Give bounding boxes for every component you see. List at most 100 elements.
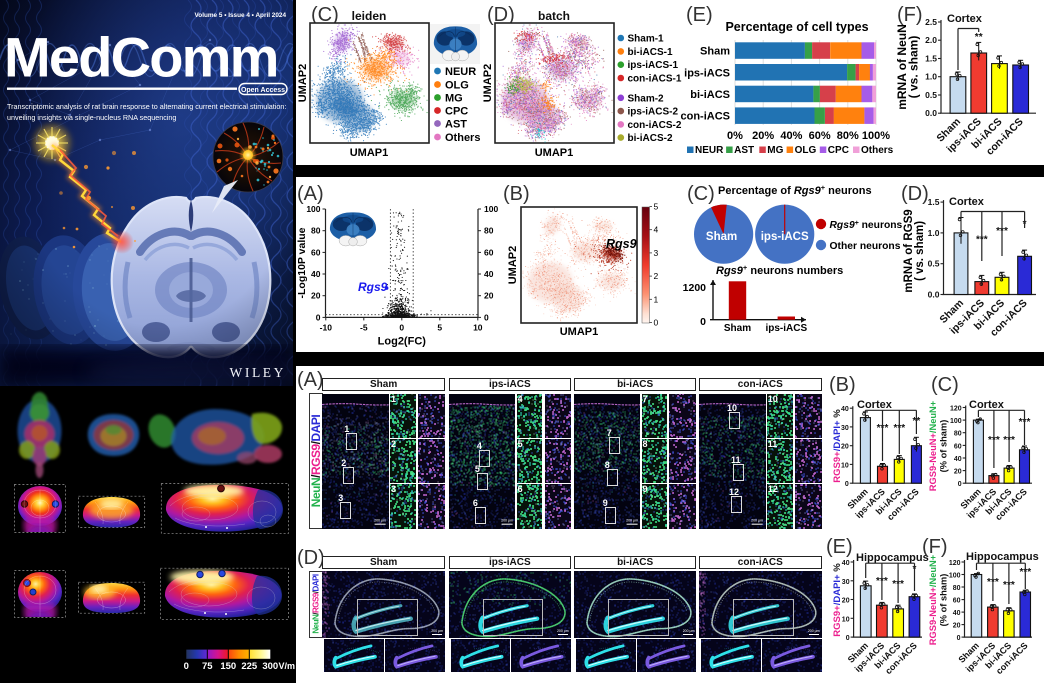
svg-text:40: 40 — [311, 269, 321, 279]
svg-text:Sham-1: Sham-1 — [628, 34, 665, 45]
svg-text:1.5: 1.5 — [928, 197, 940, 207]
svg-text:mRNA of RGS9: mRNA of RGS9 — [903, 209, 915, 292]
svg-text:60%: 60% — [809, 130, 831, 142]
svg-text:0%: 0% — [727, 130, 743, 142]
svg-text:OLG: OLG — [795, 145, 817, 156]
svg-text:(% of sham): (% of sham) — [939, 574, 949, 627]
svg-text:(E): (E) — [826, 536, 853, 558]
svg-text:OLG: OLG — [445, 79, 469, 91]
svg-text:( vs. sham): ( vs. sham) — [914, 221, 926, 281]
svg-text:(% of sham): (% of sham) — [939, 420, 949, 473]
svg-text:150: 150 — [220, 661, 236, 672]
svg-text:WILEY: WILEY — [230, 365, 286, 380]
svg-text:Others: Others — [445, 132, 480, 144]
svg-text:NEUR: NEUR — [445, 66, 476, 78]
svg-text:20: 20 — [484, 291, 494, 301]
svg-text:225: 225 — [241, 661, 258, 672]
svg-text:(C): (C) — [687, 183, 715, 205]
svg-text:Hippocampus: Hippocampus — [856, 552, 929, 564]
svg-text:UMAP1: UMAP1 — [350, 147, 389, 159]
svg-text:ips-iACS: ips-iACS — [684, 67, 730, 79]
svg-text:MG: MG — [767, 145, 783, 156]
svg-text:0: 0 — [700, 316, 706, 328]
svg-text:batch: batch — [538, 9, 570, 23]
svg-text:Percentage of cell types: Percentage of cell types — [725, 20, 868, 34]
svg-text:2.5: 2.5 — [925, 17, 937, 27]
svg-text:20: 20 — [842, 598, 850, 605]
svg-text:MG: MG — [445, 92, 463, 104]
svg-text:V/m: V/m — [279, 661, 296, 671]
svg-text:100: 100 — [950, 418, 962, 425]
svg-text:MedComm: MedComm — [4, 26, 278, 89]
svg-text:10: 10 — [473, 322, 483, 332]
svg-text:40: 40 — [484, 269, 494, 279]
svg-text:Volume 5 • Issue 4 • April 202: Volume 5 • Issue 4 • April 2024 — [195, 12, 287, 19]
svg-text:5: 5 — [437, 322, 442, 332]
svg-text:**: ** — [975, 32, 983, 43]
svg-text:(B): (B) — [829, 374, 856, 396]
svg-text:UMAP1: UMAP1 — [560, 326, 599, 338]
svg-text:CPC: CPC — [445, 105, 468, 117]
svg-text:0.5: 0.5 — [928, 259, 940, 269]
svg-text:ips-iACS-1: ips-iACS-1 — [628, 60, 679, 71]
svg-text:(B): (B) — [503, 183, 530, 205]
svg-text:-10: -10 — [320, 322, 333, 332]
svg-text:40: 40 — [954, 456, 962, 463]
svg-text:Transcriptomic analysis of rat: Transcriptomic analysis of rat brain res… — [7, 102, 286, 111]
svg-text:leiden: leiden — [352, 9, 387, 23]
svg-text:RGS9+/DAPI+ %: RGS9+/DAPI+ % — [832, 409, 843, 483]
svg-text:1.5: 1.5 — [925, 54, 937, 64]
svg-text:con-iACS-1: con-iACS-1 — [628, 74, 682, 85]
svg-text:Rgs9: Rgs9 — [606, 237, 637, 251]
svg-text:0: 0 — [845, 481, 849, 488]
svg-text:0: 0 — [184, 661, 189, 672]
svg-text:40%: 40% — [780, 130, 802, 142]
svg-text:0.0: 0.0 — [925, 108, 937, 118]
svg-text:4: 4 — [654, 225, 659, 235]
svg-text:(A): (A) — [297, 183, 324, 205]
svg-text:Other neurons: Other neurons — [830, 241, 901, 252]
svg-text:UMAP1: UMAP1 — [535, 147, 574, 159]
svg-text:UMAP2: UMAP2 — [507, 246, 519, 285]
svg-text:0: 0 — [316, 312, 321, 322]
svg-text:bi-iACS: bi-iACS — [690, 89, 730, 101]
svg-text:200 μm: 200 μm — [501, 519, 513, 523]
svg-text:80%: 80% — [837, 130, 859, 142]
svg-text:120: 120 — [950, 406, 962, 413]
svg-text:300: 300 — [262, 661, 278, 672]
svg-text:0: 0 — [958, 481, 962, 488]
svg-text:100: 100 — [949, 573, 961, 580]
svg-text:RGS9-NeuN+/NeuN+: RGS9-NeuN+/NeuN+ — [928, 554, 938, 645]
svg-text:Rgs9+ neurons: Rgs9+ neurons — [830, 220, 903, 232]
svg-text:10: 10 — [842, 616, 850, 623]
svg-text:60: 60 — [484, 247, 494, 257]
svg-text:UMAP2: UMAP2 — [297, 64, 309, 103]
svg-text:Others: Others — [861, 145, 894, 156]
svg-text:10: 10 — [841, 462, 849, 469]
svg-text:Hippocampus: Hippocampus — [966, 551, 1039, 563]
svg-text:0: 0 — [957, 635, 961, 642]
svg-text:1.0: 1.0 — [925, 72, 937, 82]
svg-text:30: 30 — [842, 579, 850, 586]
svg-text:con-iACS: con-iACS — [681, 111, 731, 123]
svg-text:0: 0 — [399, 322, 404, 332]
svg-text:( vs. sham): ( vs. sham) — [907, 36, 921, 99]
svg-text:100: 100 — [306, 204, 320, 214]
svg-text:20: 20 — [954, 469, 962, 476]
svg-text:-5: -5 — [360, 322, 368, 332]
svg-text:20: 20 — [311, 291, 321, 301]
svg-text:ips-iACS: ips-iACS — [761, 231, 809, 243]
svg-text:mRNA of NeuN: mRNA of NeuN — [895, 24, 909, 110]
svg-text:(F): (F) — [897, 4, 923, 26]
svg-text:3: 3 — [654, 248, 659, 258]
svg-text:Sham: Sham — [724, 323, 751, 334]
svg-text:200 μm: 200 μm — [374, 519, 386, 523]
svg-text:Sham-2: Sham-2 — [628, 93, 665, 104]
svg-text:1: 1 — [654, 294, 659, 304]
svg-text:40: 40 — [842, 560, 850, 567]
svg-text:2: 2 — [654, 271, 659, 281]
svg-text:1200: 1200 — [683, 282, 707, 294]
svg-text:20: 20 — [953, 623, 961, 630]
svg-text:60: 60 — [311, 247, 321, 257]
svg-text:80: 80 — [953, 585, 961, 592]
